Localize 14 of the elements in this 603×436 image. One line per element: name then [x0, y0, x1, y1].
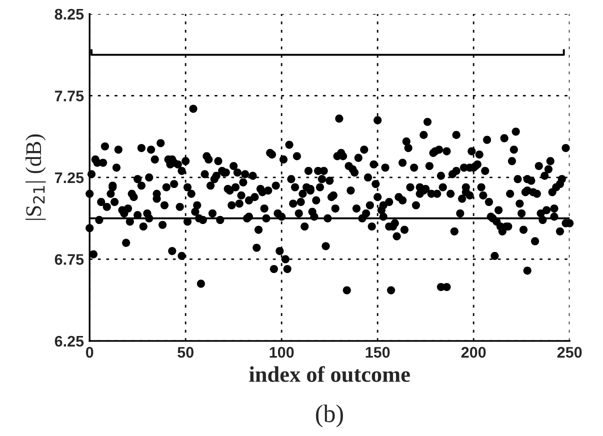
- y-tick-label: 7.25: [54, 172, 84, 184]
- y-axis-title: |S$_{21}$| (dB): [26, 134, 46, 220]
- x-tick-label: 100: [270, 346, 294, 358]
- y-tick-label: 6.75: [54, 254, 84, 265]
- y-tick-label: 7.75: [54, 90, 84, 102]
- x-tick-label: 50: [178, 346, 194, 358]
- x-tick-label: 150: [366, 346, 390, 358]
- x-tick-label: 200: [461, 346, 486, 358]
- x-tick-label: 0: [86, 346, 94, 358]
- text: (b): [316, 404, 343, 428]
- y-tick-label: 8.25: [54, 8, 84, 20]
- x-tick-label: 250: [557, 346, 582, 358]
- x-axis-title: index of outcome: [249, 366, 410, 382]
- y-tick-label: 6.25: [54, 336, 84, 347]
